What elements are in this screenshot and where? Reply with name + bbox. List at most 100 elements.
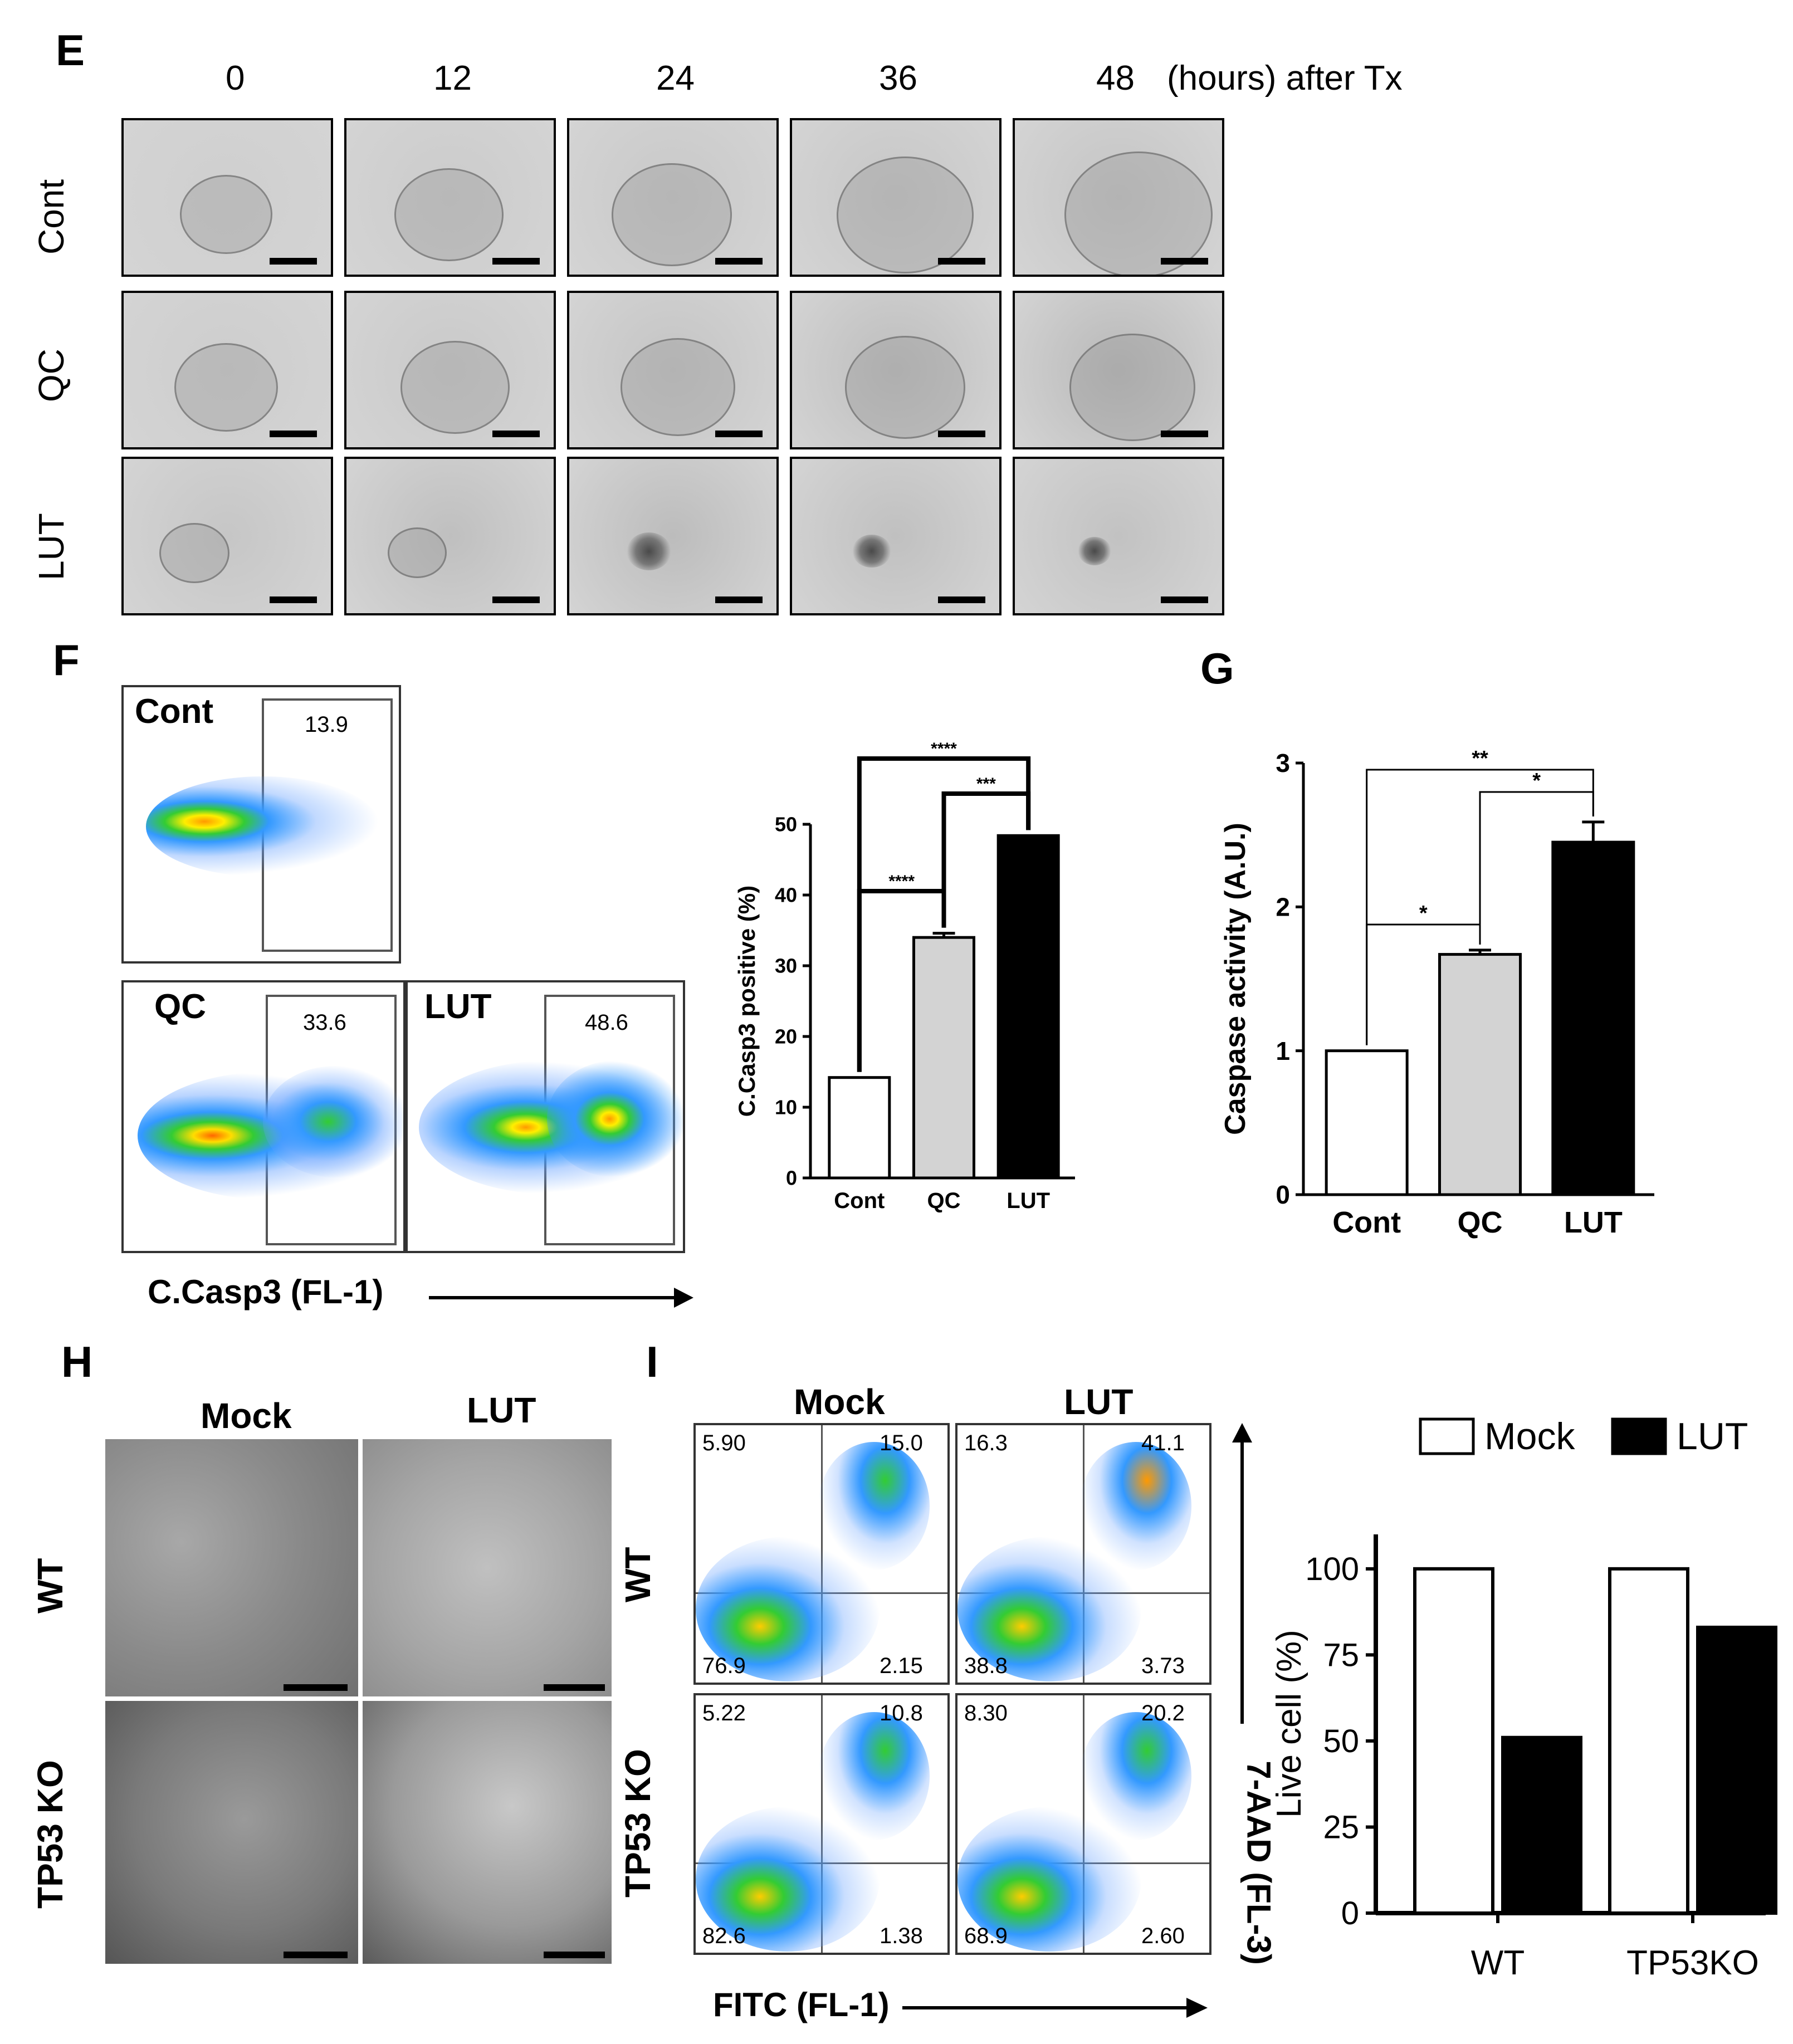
scale-bar (938, 596, 985, 603)
panel-i-label: I (646, 1337, 658, 1386)
i-col-mock: Mock (794, 1382, 885, 1422)
y-tick-label: 3 (1276, 749, 1290, 777)
y-tick-label: 0 (1276, 1180, 1290, 1209)
micrograph-qc-0h (121, 291, 333, 449)
cell-colony (1064, 151, 1213, 275)
quadrant-percent-ll: 82.6 (702, 1924, 746, 1948)
scale-bar (938, 431, 985, 437)
bar-mock-wt (1413, 1567, 1494, 1915)
h-row-wt: WT (30, 1558, 70, 1614)
x-tick-label: Cont (1332, 1206, 1401, 1239)
gate-percent: 33.6 (303, 1010, 346, 1035)
scale-bar (492, 596, 540, 603)
panel-e-label: E (56, 26, 85, 75)
scale-bar (715, 258, 763, 265)
bar-cont (828, 1076, 891, 1180)
bw-image-tp53ko-lut (360, 1699, 614, 1966)
y-tick-label: 30 (775, 955, 797, 977)
bar-lut-tp53ko (1696, 1625, 1777, 1915)
scale-bar (270, 596, 317, 603)
scale-bar (270, 258, 317, 265)
quadrant-percent-ll: 68.9 (964, 1924, 1008, 1948)
annexin-plot-0: 5.90 15.0 76.9 2.15 (693, 1423, 950, 1685)
quadrant-percent-lr: 2.15 (880, 1654, 923, 1678)
scatter-cloud (818, 1442, 930, 1570)
legend-label-lut: LUT (1677, 1415, 1748, 1458)
y-tick-label: 50 (775, 813, 797, 836)
micrograph-lut-24h (567, 457, 779, 615)
y-axis-label: C.Casp3 positive (%) (734, 886, 760, 1117)
y-tick-label: 0 (1341, 1895, 1359, 1931)
scatter-cloud (146, 776, 380, 877)
h-col-mock: Mock (201, 1396, 292, 1436)
i-row-tp53ko: TP53 KO (618, 1749, 658, 1898)
x-tick-label: LUT (1564, 1206, 1623, 1239)
cell-colony (621, 338, 736, 437)
scale-bar (1161, 431, 1208, 437)
bw-image-wt-lut (360, 1437, 614, 1699)
gate-percent: 48.6 (585, 1010, 628, 1035)
chart-casp3-positive: 0 10 20 30 40 50 C.Casp3 positive (%) Cont QC LUT… (734, 740, 1075, 1213)
legend-swatch-mock (1419, 1417, 1475, 1455)
scatter-cloud (547, 1060, 683, 1177)
significance-bracket (1366, 769, 1594, 1045)
scatter-cloud (818, 1712, 930, 1840)
bar-qc (912, 936, 975, 1180)
bw-image-tp53ko-mock (103, 1699, 360, 1966)
cell-colony (159, 522, 229, 583)
bar-qc (1438, 953, 1522, 1196)
cell-colony (612, 163, 732, 266)
y-tick-label: 2 (1276, 892, 1290, 921)
time-label-0: 0 (226, 59, 245, 97)
bar-cont (1325, 1049, 1409, 1196)
gate-percent: 13.9 (305, 712, 348, 737)
significance-label: * (1419, 902, 1428, 925)
time-label-24: 24 (656, 59, 695, 97)
significance-label: *** (976, 775, 996, 793)
scale-bar (1161, 596, 1208, 603)
micrograph-lut-36h (790, 457, 1001, 615)
cell-colony (1069, 333, 1195, 441)
time-label-48: 48 (1096, 59, 1135, 97)
flow-x-axis-label: C.Casp3 (FL-1) (148, 1273, 384, 1310)
bar-mock-tp53ko (1608, 1567, 1689, 1915)
scale-bar (544, 1684, 605, 1691)
significance-bracket (857, 756, 1031, 1072)
scale-bar (492, 431, 540, 437)
flow-plot-name: Cont (135, 692, 214, 731)
time-label-12: 12 (433, 59, 472, 97)
quadrant-percent-lr: 3.73 (1141, 1654, 1185, 1678)
legend-swatch-lut (1611, 1417, 1667, 1455)
cell-colony (174, 343, 278, 432)
y-tick-label: 10 (775, 1096, 797, 1119)
y-tick-label: 50 (1323, 1723, 1359, 1759)
x-tick-label: WT (1471, 1944, 1525, 1982)
cell-colony (400, 340, 510, 434)
flow-plot-qc: QC 33.6 (121, 980, 405, 1253)
flow-plot-cont: Cont 13.9 (121, 685, 401, 964)
h-row-tp53ko: TP53 KO (30, 1760, 70, 1909)
annexin-plot-3: 8.30 20.2 68.9 2.60 (955, 1693, 1211, 1955)
y-tick-label: 25 (1323, 1809, 1359, 1845)
i-col-lut: LUT (1064, 1382, 1134, 1422)
y-tick-label: 20 (775, 1025, 797, 1048)
y-tick-label: 40 (775, 884, 797, 907)
micrograph-cont-0h (121, 118, 333, 277)
bar-lut-wt (1501, 1735, 1582, 1915)
time-unit-label: (hours) after Tx (1167, 59, 1403, 97)
scatter-cloud (1080, 1442, 1191, 1570)
quadrant-percent-ul: 16.3 (964, 1431, 1008, 1455)
significance-label: **** (931, 740, 957, 758)
quadrant-percent-ll: 76.9 (702, 1654, 746, 1678)
y-axis-label: Caspase activity (A.U.) (1219, 823, 1252, 1135)
quadrant-percent-ur: 10.8 (880, 1701, 923, 1725)
cell-colony (627, 532, 671, 570)
quadrant-percent-ul: 8.30 (964, 1701, 1008, 1725)
annexin-plot-1: 16.3 41.1 38.8 3.73 (955, 1423, 1211, 1685)
cell-colony (845, 336, 965, 439)
micrograph-lut-48h (1013, 457, 1224, 615)
legend-label-mock: Mock (1484, 1415, 1575, 1458)
quadrant-percent-ll: 38.8 (964, 1654, 1008, 1678)
x-tick-label: TP53KO (1626, 1944, 1759, 1982)
